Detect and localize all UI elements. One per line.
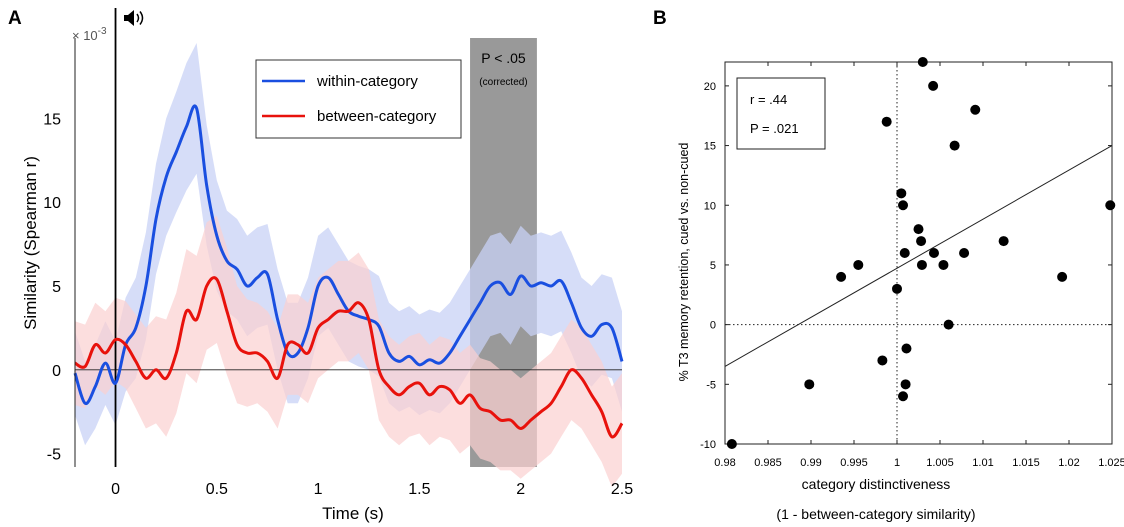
- x-tick-label: 2: [516, 481, 525, 498]
- plot-area-b: 0.98 0.985 0.99 0.995 1 1.005 1.01 1.015 1.02 1.0…: [700, 57, 1124, 469]
- legend-label-within: within-category: [316, 73, 418, 90]
- scatter-point: [1057, 271, 1068, 282]
- panel-a: A × 10-3 0 0.5 1 1.5 2 2.5 -5 0 5 10 15 P < .05 (…: [8, 8, 633, 523]
- y-tick-label: 5: [710, 260, 716, 272]
- x-tick-label: 1.02: [1058, 457, 1079, 469]
- y-tick-label: -10: [700, 439, 716, 451]
- stat-p: P = .021: [750, 121, 799, 136]
- y-tick-label: -5: [706, 379, 716, 391]
- x-tick-label: 0.5: [206, 481, 228, 498]
- scatter-point: [998, 236, 1009, 247]
- y-tick-label: 5: [52, 279, 61, 296]
- significance-label: P < .05: [481, 50, 526, 66]
- legend-box: [255, 59, 462, 139]
- x-axis-label-b-line2: (1 - between-category similarity): [776, 506, 975, 522]
- scatter-point: [898, 200, 909, 211]
- y-tick-label: 20: [704, 81, 716, 93]
- scatter-point: [943, 319, 954, 330]
- x-axis-label-b: category distinctiveness: [802, 476, 951, 492]
- legend-a: within-category between-category: [255, 59, 462, 139]
- scatter-point: [877, 355, 888, 366]
- error-band-between: [75, 215, 622, 488]
- scatter-point: [898, 391, 909, 402]
- x-tick-label: 1.015: [1012, 457, 1040, 469]
- scatter-point: [896, 188, 907, 199]
- x-tick-label: 1.01: [972, 457, 993, 469]
- scatter-point: [928, 80, 939, 91]
- scatter-point: [916, 259, 927, 270]
- x-axis-label-a: Time (s): [322, 504, 384, 523]
- scatter-point: [916, 236, 927, 247]
- significance-sublabel: (corrected): [479, 77, 527, 88]
- scatter-point: [853, 259, 864, 270]
- plot-area-a: 0 0.5 1 1.5 2 2.5 -5 0 5 10 15: [43, 8, 633, 498]
- series-line-between: [74, 276, 624, 439]
- panel-b: B 0.98 0.985 0.99 0.995 1 1.005 1.01 1.015 1.02 1…: [653, 8, 1124, 522]
- y-axis-label-b: % T3 memory retention, cued vs. non-cued: [677, 143, 691, 382]
- speaker-icon: [124, 10, 144, 26]
- y-tick-label: 10: [704, 200, 716, 212]
- scatter-point: [913, 224, 924, 235]
- x-tick-label: 1.005: [926, 457, 954, 469]
- scatter-point: [836, 271, 847, 282]
- y-tick-label: 15: [704, 141, 716, 153]
- legend-label-between: between-category: [317, 108, 437, 125]
- scatter-point: [949, 140, 960, 151]
- scatter-point: [901, 343, 912, 354]
- x-tick-label: 0.98: [714, 457, 735, 469]
- scatter-point: [928, 248, 939, 258]
- stats-box-frame: [736, 77, 826, 150]
- y-axis-label-a: Similarity (Spearman r): [21, 156, 40, 330]
- panel-a-label: A: [8, 8, 22, 29]
- scatter-point: [881, 116, 892, 127]
- scatter-point: [726, 439, 737, 449]
- y-tick-label: 0: [710, 320, 716, 332]
- x-tick-label: 0.985: [754, 457, 782, 469]
- x-tick-label: 1: [894, 457, 900, 469]
- scatter-point: [804, 379, 815, 390]
- x-tick-label: 0: [111, 481, 120, 498]
- scatter-point: [938, 259, 949, 270]
- scatter-point: [899, 248, 910, 258]
- error-band-within: [75, 43, 622, 446]
- x-tick-label: 1.5: [408, 481, 430, 498]
- scatter-point: [900, 379, 911, 390]
- x-tick-label: 0.995: [840, 457, 868, 469]
- fit-line: [724, 145, 1113, 367]
- y-tick-label: -5: [47, 447, 61, 464]
- stat-r: r = .44: [750, 92, 787, 107]
- y-tick-label: 0: [52, 363, 61, 380]
- scatter-point: [892, 283, 902, 294]
- scatter-point: [970, 104, 981, 115]
- scatter-point: [917, 57, 928, 67]
- x-tick-label: 2.5: [611, 481, 633, 498]
- stats-box: r = .44 P = .021: [736, 77, 826, 150]
- scatter-point: [1105, 200, 1116, 211]
- x-tick-label: 1: [314, 481, 323, 498]
- exponent-label: × 10-3: [72, 26, 107, 43]
- x-tick-label: 0.99: [800, 457, 821, 469]
- y-tick-label: 10: [43, 195, 61, 212]
- x-tick-label: 1.025: [1098, 457, 1124, 469]
- panel-b-label: B: [653, 8, 667, 29]
- y-tick-label: 15: [43, 111, 61, 128]
- scatter-point: [959, 248, 970, 258]
